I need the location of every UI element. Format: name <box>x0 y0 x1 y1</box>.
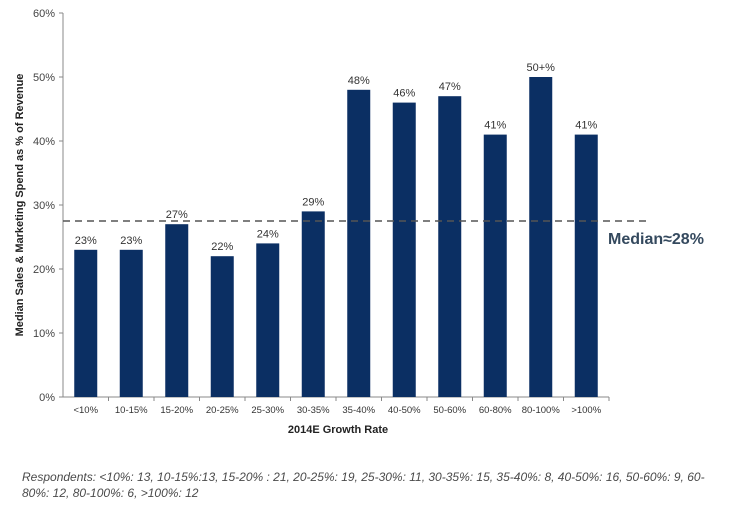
y-tick-label: 40% <box>33 136 55 148</box>
respondents-footnote: Respondents: <10%: 13, 10-15%:13, 15-20%… <box>22 470 705 500</box>
y-tick-label: 60% <box>33 8 55 20</box>
x-axis-title: 2014E Growth Rate <box>288 424 388 436</box>
data-label: 50+% <box>527 62 556 74</box>
x-tick-label: 80-100% <box>522 405 561 416</box>
data-label: 46% <box>393 88 415 100</box>
x-tick-label: 35-40% <box>342 405 375 416</box>
x-tick-label: 15-20% <box>160 405 193 416</box>
x-tick-label: 10-15% <box>115 405 148 416</box>
data-label: 29% <box>302 196 324 208</box>
bar-chart: 0% 10% 20% 30% 40% 50% 60% <10% 10-15% 15-20% 20-… <box>14 8 704 436</box>
x-tick-label: 40-50% <box>388 405 421 416</box>
y-axis-title: Median Sales & Marketing Spend as % of R… <box>14 74 26 337</box>
x-tick-label: 50-60% <box>433 405 466 416</box>
bars <box>74 77 598 398</box>
x-tick-label: 30-35% <box>297 405 330 416</box>
data-label: 23% <box>120 235 142 247</box>
data-label: 22% <box>211 241 233 253</box>
y-tick-label: 10% <box>33 328 55 340</box>
bar <box>256 243 280 397</box>
data-label: 41% <box>575 120 597 132</box>
y-tick-label: 0% <box>39 392 55 404</box>
bar <box>165 224 189 397</box>
x-tick-label: 20-25% <box>206 405 239 416</box>
y-tick-label: 20% <box>33 264 55 276</box>
y-axis-ticks: 0% 10% 20% 30% 40% 50% 60% <box>33 8 63 404</box>
x-tick-label: >100% <box>571 405 601 416</box>
y-tick-label: 50% <box>33 72 55 84</box>
bar <box>574 134 598 397</box>
x-tick-label: 25-30% <box>251 405 284 416</box>
bar <box>483 134 507 397</box>
bar <box>438 96 462 397</box>
data-label: 41% <box>484 120 506 132</box>
data-labels: 23% 23% 27% 22% 24% 29% 48% 46% 47% 41% 50+% 41% <box>75 62 598 253</box>
bar <box>347 89 371 398</box>
bar <box>392 102 416 397</box>
bar <box>529 77 553 397</box>
bar <box>210 256 234 397</box>
data-label: 24% <box>257 228 279 240</box>
median-label: Median≈28% <box>608 231 704 248</box>
data-label: 23% <box>75 235 97 247</box>
data-label: 47% <box>439 81 461 93</box>
x-axis-ticks: <10% 10-15% 15-20% 20-25% 25-30% 30-35% 35-40%… <box>73 397 610 416</box>
data-label: 48% <box>348 75 370 87</box>
y-tick-label: 30% <box>33 200 55 212</box>
x-tick-label: 60-80% <box>479 405 512 416</box>
data-label: 27% <box>166 209 188 221</box>
bar <box>119 249 143 397</box>
bar <box>301 211 325 397</box>
bar <box>74 249 98 397</box>
x-tick-label: <10% <box>73 405 98 416</box>
